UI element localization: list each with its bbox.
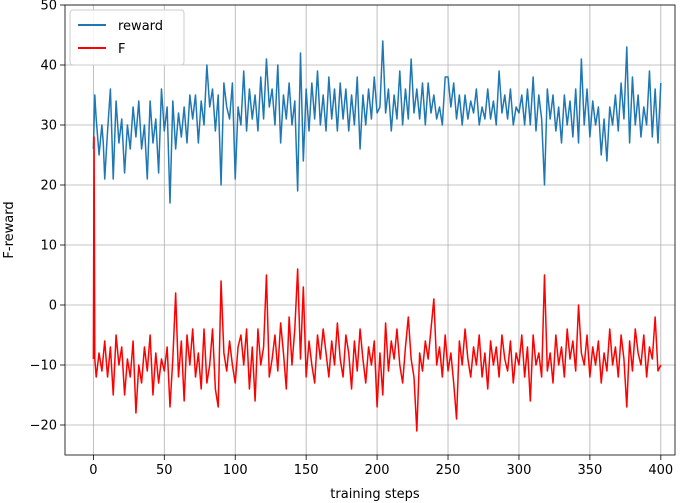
x-tick-label: 350 [577, 463, 602, 478]
legend-box [69, 9, 185, 66]
y-tick-label: 30 [40, 119, 57, 134]
y-tick-label: 50 [40, 0, 57, 14]
series-line-reward [92, 40, 662, 204]
x-tick-label: 100 [223, 463, 248, 478]
legend-label-f: F [118, 42, 125, 57]
axes-border [64, 4, 676, 456]
x-axis-label: training steps [330, 487, 420, 502]
x-tick-label: 50 [156, 463, 173, 478]
x-tick-label: 150 [294, 463, 319, 478]
y-tick-label: −20 [30, 419, 57, 434]
x-tick-label: 250 [436, 463, 461, 478]
legend-label-reward: reward [118, 19, 163, 34]
plot-background [65, 5, 675, 455]
y-tick-label: 10 [40, 239, 57, 254]
y-tick-label: −10 [30, 359, 57, 374]
x-tick-label: 300 [507, 463, 532, 478]
axes-frame [64, 4, 676, 456]
x-tick-label: 200 [365, 463, 390, 478]
y-tick-label: 20 [40, 179, 57, 194]
x-tick-label: 400 [648, 463, 673, 478]
y-axis-label: F-reward [2, 201, 17, 258]
series-layer [92, 40, 662, 432]
axis-ticks: 0 50 100 150 200 250 300 350 400 −20 −10 0 10 20 30 40 5… [30, 0, 674, 478]
y-tick-label: 40 [40, 59, 57, 74]
legend: reward F [69, 9, 185, 66]
y-tick-label: 0 [49, 299, 57, 314]
plot-area [65, 5, 675, 455]
series-line-f [92, 136, 662, 432]
x-tick-label: 0 [89, 463, 97, 478]
